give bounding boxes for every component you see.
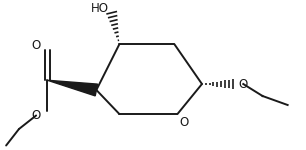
Text: O: O [32,39,41,52]
Text: O: O [32,109,41,122]
Polygon shape [47,80,98,96]
Text: HO: HO [91,2,108,15]
Text: O: O [239,78,248,90]
Text: O: O [179,117,188,129]
